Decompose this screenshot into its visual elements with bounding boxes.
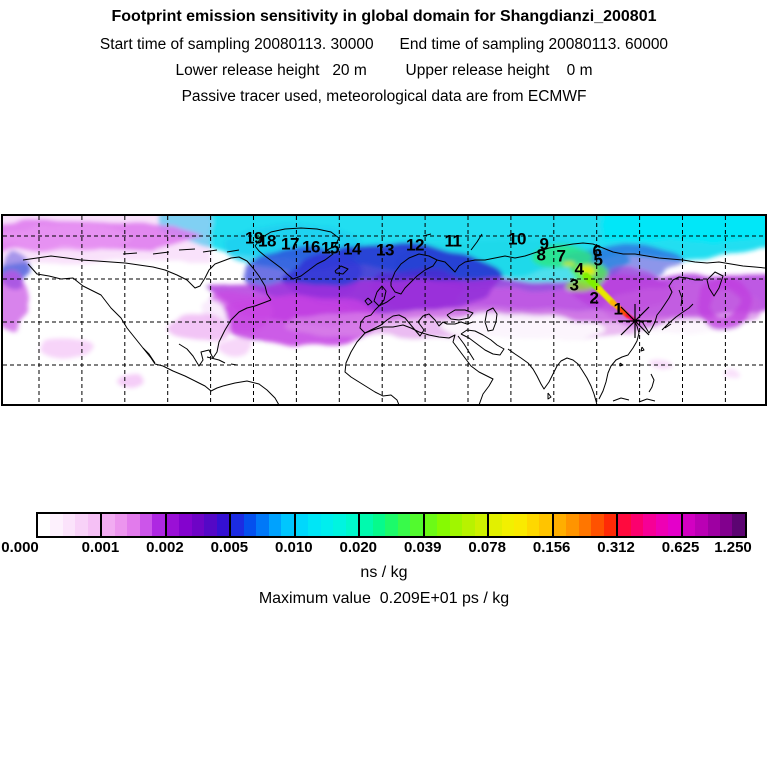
trajectory-point-label: 8 <box>537 246 546 265</box>
colorbar-tick-label: 0.001 <box>81 539 120 556</box>
colorbar-tick-label: 0.078 <box>468 539 506 556</box>
colorbar-tick-label: 0.005 <box>210 539 249 556</box>
colorbar-segment <box>616 514 681 536</box>
tracer-info: Passive tracer used, meteorological data… <box>181 88 587 105</box>
colorbar <box>36 512 747 538</box>
release-site-star-icon <box>618 304 652 338</box>
max-value-label: Maximum value 0.209E+01 ps / kg <box>258 590 510 607</box>
trajectory-point-label: 2 <box>590 289 599 308</box>
trajectory-point-label: 6 <box>593 242 602 261</box>
trajectory-point-label: 9 <box>540 235 549 254</box>
colorbar-tick-label: 0.020 <box>339 539 378 556</box>
world-map-panel: 1 2 3 4 5 6 7 8 9 10 11 12 13 14 15 16 17 18 19 <box>1 214 767 406</box>
colorbar-segment <box>551 514 617 536</box>
trajectory-point-label: 19 <box>245 229 263 248</box>
trajectory-point-label: 7 <box>557 247 566 266</box>
colorbar-tick-label: 0.156 <box>532 539 571 556</box>
sensitivity-field <box>3 216 765 404</box>
coastlines <box>22 227 765 404</box>
colorbar-tick-label: 0.625 <box>661 539 700 556</box>
sampling-times: Start time of sampling 20080113. 30000 E… <box>99 36 669 53</box>
trajectory-point-label: 12 <box>406 236 424 255</box>
colorbar-segment <box>293 514 359 536</box>
trajectory-point-label: 13 <box>376 241 394 260</box>
trajectory-point-label: 16 <box>302 238 320 257</box>
colorbar-segment <box>100 514 165 536</box>
graticule <box>3 216 765 404</box>
colorbar-tick-label: 0.002 <box>146 539 184 556</box>
colorbar-segment <box>38 514 101 536</box>
figure-title: Footprint emission sensitivity in global… <box>111 8 657 25</box>
trajectory-point-label: 10 <box>508 230 526 249</box>
trajectory-point-label: 15 <box>321 239 339 258</box>
colorbar-segment <box>164 514 230 536</box>
colorbar-segment <box>422 514 488 536</box>
colorbar-tick-label: 0.000 <box>1 539 39 556</box>
trajectory-point-label: 14 <box>343 240 362 259</box>
trajectory-point-label: 1 <box>614 300 623 319</box>
trajectory-point-label: 11 <box>445 232 462 251</box>
trajectory-point-label: 5 <box>594 251 603 270</box>
colorbar-tick-labels: 0.000 0.001 0.002 0.005 0.010 0.020 0.039 0.078… <box>1 539 752 557</box>
colorbar-tick-label: 0.010 <box>275 539 313 556</box>
trajectory-point-label: 3 <box>570 276 579 295</box>
trajectory-point-label: 18 <box>258 232 276 251</box>
release-heights: Lower release height 20 m Upper release … <box>175 62 593 79</box>
units-label: ns / kg <box>360 564 408 581</box>
colorbar-tick-label: 0.039 <box>403 539 442 556</box>
colorbar-segment <box>358 514 423 536</box>
colorbar-segment <box>229 514 294 536</box>
colorbar-segment <box>680 514 745 536</box>
trajectory-point-label: 17 <box>281 235 299 254</box>
colorbar-tick-label: 1.250 <box>714 539 752 556</box>
trajectory-point-label: 4 <box>575 260 585 279</box>
colorbar-segment <box>487 514 552 536</box>
colorbar-tick-label: 0.312 <box>597 539 635 556</box>
